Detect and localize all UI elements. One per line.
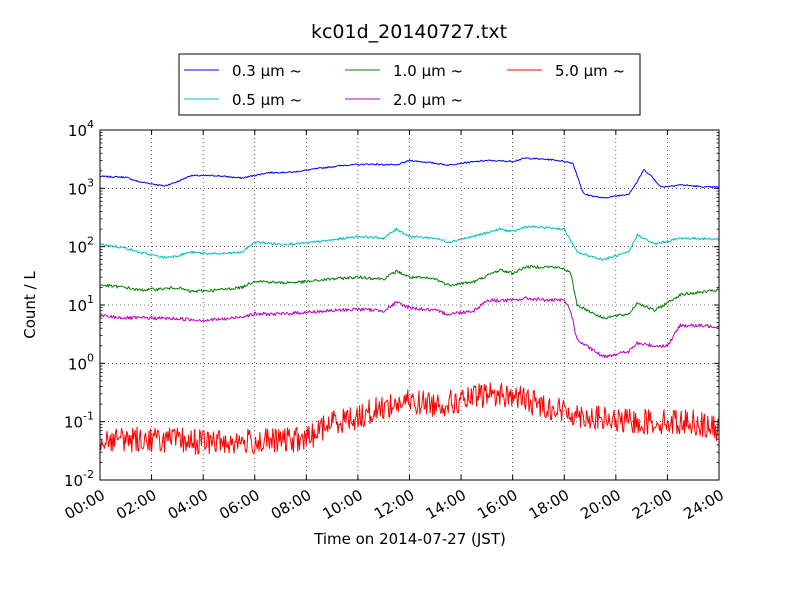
y-tick-labels: 10-2 10-1 100 101 102 103 104 — [64, 118, 94, 490]
y-axis-label: Count / L — [21, 271, 39, 339]
series-line-4 — [99, 382, 720, 455]
series-layer — [99, 157, 720, 455]
y-tick-label: 10-1 — [64, 410, 94, 432]
chart-title: kc01d_20140727.txt — [311, 21, 507, 43]
series-line-3 — [99, 296, 720, 359]
series-line-0 — [99, 157, 720, 199]
y-tick-label: 10-2 — [64, 468, 94, 490]
legend-label: 0.5 μm ~ — [232, 91, 302, 109]
legend-box — [178, 53, 641, 116]
legend-label: 1.0 μm ~ — [393, 62, 463, 80]
legend-label: 5.0 μm ~ — [555, 62, 625, 80]
x-axis-label: Time on 2014-07-27 (JST) — [313, 530, 506, 548]
legend-label: 0.3 μm ~ — [232, 62, 302, 80]
legend: 0.3 μm ~ 0.5 μm ~ 1.0 μm ~ 2.0 μm ~ 5.0 μm ~ — [178, 53, 641, 116]
y-tick-label: 101 — [68, 293, 94, 315]
y-tick-label: 104 — [68, 118, 94, 140]
y-tick-label: 102 — [68, 235, 94, 257]
legend-label: 2.0 μm ~ — [393, 91, 463, 109]
y-tick-label: 103 — [68, 176, 94, 198]
ticks-layer — [99, 129, 720, 481]
series-line-2 — [99, 265, 720, 320]
series-line-1 — [99, 225, 720, 261]
y-tick-label: 100 — [68, 351, 94, 373]
